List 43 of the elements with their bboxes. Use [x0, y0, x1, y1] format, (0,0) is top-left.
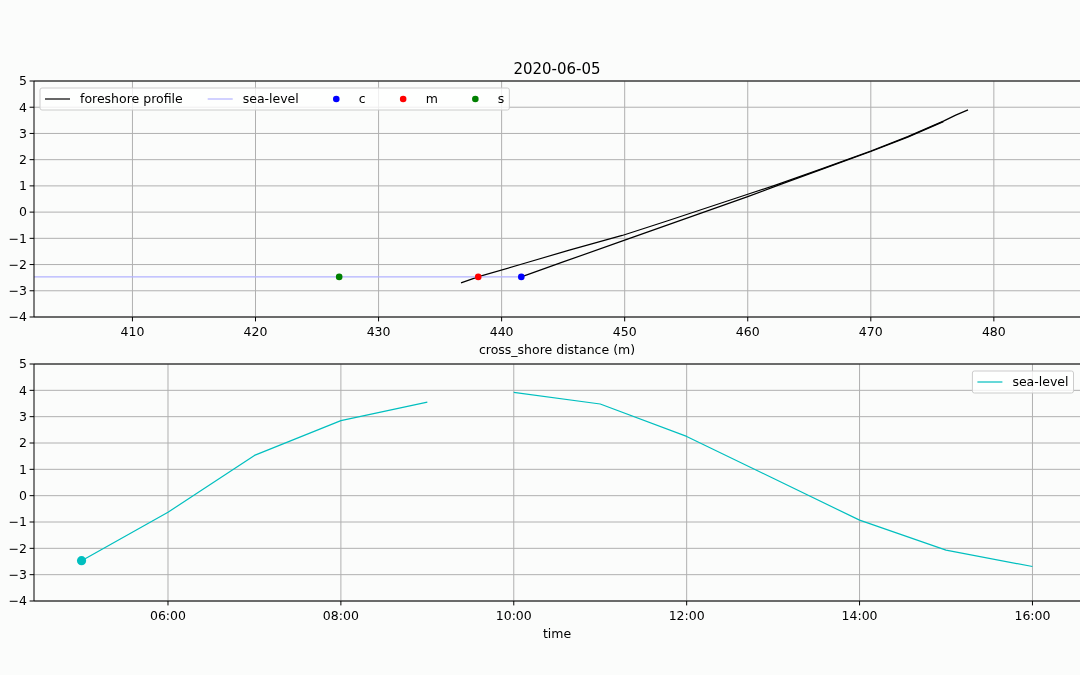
legend-label: m: [425, 91, 438, 107]
y-tick-label: 2: [19, 435, 27, 451]
x-tick-label: 10:00: [495, 608, 532, 623]
x-tick-label: 430: [366, 324, 391, 339]
y-tick-label: 2: [19, 152, 27, 168]
y-tick-label: 5: [19, 356, 27, 372]
x-tick-label: 06:00: [149, 608, 187, 623]
x-axis-title: time: [542, 626, 572, 641]
x-tick-label: 08:00: [322, 608, 359, 623]
x-tick-label: 16:00: [1014, 608, 1051, 623]
legend-label: c: [358, 91, 366, 107]
x-tick-label: 470: [858, 324, 883, 339]
y-tick-label: −1: [8, 514, 27, 530]
y-tick-label: 0: [19, 488, 28, 504]
y-tick-label: 4: [19, 99, 28, 115]
x-tick-label: 480: [981, 324, 1006, 339]
x-tick-label: 440: [489, 324, 514, 339]
y-tick-label: 5: [19, 73, 27, 89]
y-tick-label: 1: [19, 178, 27, 194]
y-tick-label: 0: [19, 204, 28, 220]
y-tick-label: 4: [19, 382, 28, 398]
legend-label: foreshore profile: [80, 91, 184, 107]
y-tick-label: −2: [8, 540, 27, 556]
y-tick-label: −2: [8, 256, 27, 272]
y-tick-label: −4: [8, 593, 28, 609]
y-tick-label: −3: [8, 567, 27, 583]
y-tick-label: −1: [8, 230, 27, 246]
legend-label: s: [497, 91, 505, 107]
y-tick-label: −3: [8, 283, 27, 299]
x-tick-label: 410: [120, 324, 145, 339]
y-tick-label: 1: [19, 461, 27, 477]
chart-title: 2020-06-05: [513, 60, 601, 78]
x-tick-label: 12:00: [668, 608, 705, 623]
x-tick-label: 420: [243, 324, 268, 339]
x-tick-label: 460: [735, 324, 760, 339]
x-axis-title: cross_shore distance (m): [478, 342, 636, 357]
x-tick-label: 14:00: [841, 608, 878, 623]
y-tick-label: −4: [8, 309, 28, 325]
legend-label: sea-level: [1012, 374, 1069, 390]
y-tick-label: 3: [19, 409, 27, 425]
y-tick-label: 3: [19, 125, 27, 141]
legend-label: sea-level: [242, 91, 299, 107]
x-tick-label: 450: [612, 324, 637, 339]
